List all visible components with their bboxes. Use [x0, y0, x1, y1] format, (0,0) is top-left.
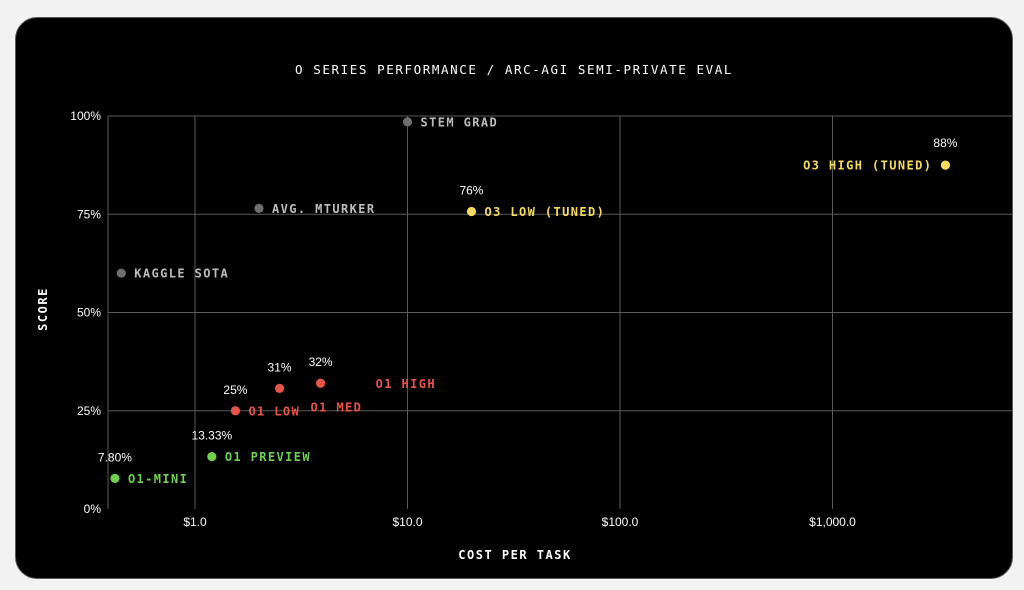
point-label: O1 PREVIEW	[225, 450, 311, 464]
point-label: O1-MINI	[128, 472, 188, 486]
value-label: 25%	[223, 383, 247, 397]
data-points: O3 HIGH (TUNED)88% O3 LOW (TUNED)76% STEM …	[98, 115, 958, 485]
value-label: 7.80%	[98, 450, 132, 464]
value-label: 76%	[459, 183, 483, 197]
y-tick-label: 50%	[77, 306, 101, 320]
point-label: O3 HIGH (TUNED)	[803, 159, 932, 173]
data-point	[316, 378, 326, 388]
value-label: 31%	[268, 360, 292, 374]
y-axis-label: SCORE	[36, 287, 50, 331]
point-label: O1 MED	[311, 400, 363, 414]
x-tick-label: $100.0	[602, 515, 639, 529]
value-label: 32%	[309, 355, 333, 369]
data-point	[207, 452, 217, 462]
point-label: STEM GRAD	[421, 115, 499, 129]
grid-lines	[107, 115, 1012, 509]
chart-card: O SERIES PERFORMANCE / ARC-AGI SEMI-PRIV…	[15, 17, 1013, 579]
y-tick-label: 75%	[77, 207, 101, 221]
x-axis-label: COST PER TASK	[458, 548, 571, 562]
scatter-chart: O SERIES PERFORMANCE / ARC-AGI SEMI-PRIV…	[36, 62, 1012, 562]
data-point	[466, 206, 477, 217]
x-tick-label: $10.0	[392, 515, 422, 529]
point-label: O3 LOW (TUNED)	[484, 205, 605, 219]
data-point	[110, 473, 120, 483]
data-point	[940, 160, 951, 170]
point-label: O1 LOW	[248, 404, 300, 418]
y-tick-label: 0%	[84, 502, 102, 516]
chart-title: O SERIES PERFORMANCE / ARC-AGI SEMI-PRIV…	[295, 62, 733, 77]
x-tick-label: $1,000.0	[809, 515, 856, 529]
point-label: O1 HIGH	[376, 377, 436, 391]
data-point	[116, 268, 126, 278]
y-tick-label: 25%	[77, 404, 101, 418]
value-label: 88%	[933, 136, 957, 150]
y-tick-label: 100%	[70, 109, 101, 123]
value-label: 13.33%	[191, 429, 232, 443]
x-tick-label: $1.0	[183, 515, 207, 529]
data-point	[254, 203, 264, 213]
tick-labels: 0% 25% 50% 75% 100% $1.0 $10.0 $100.0 $1,000.0	[70, 109, 856, 529]
data-point	[274, 383, 285, 393]
data-point	[402, 117, 413, 127]
point-label: AVG. MTURKER	[272, 202, 376, 216]
data-point	[230, 406, 241, 416]
point-label: KAGGLE SOTA	[134, 267, 229, 281]
